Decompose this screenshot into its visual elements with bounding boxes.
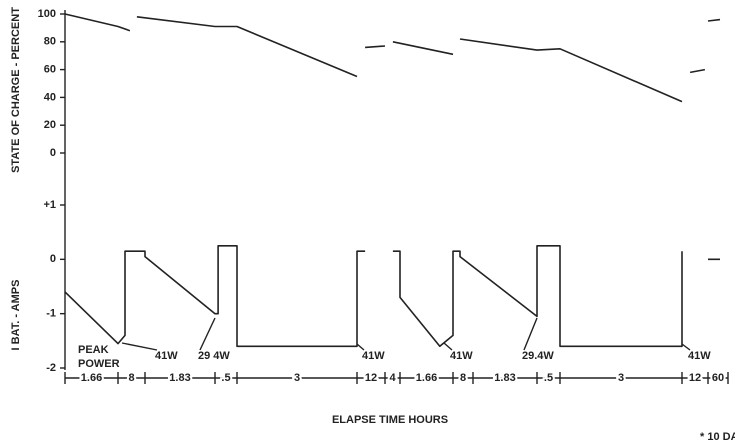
annotation-arrow (443, 342, 453, 351)
y-tick-label: 60 (44, 64, 56, 76)
y-tick-label: 0 (50, 147, 56, 159)
y-tick-label: 80 (44, 36, 56, 48)
y-axis-label: I BAT. - AMPS (10, 280, 22, 351)
x-segment-label: 1.83 (169, 372, 190, 384)
x-segment-label: 8 (460, 372, 466, 384)
line (64, 13, 721, 103)
annotation: 41W (688, 350, 711, 362)
x-segment-label: 12 (365, 372, 377, 384)
y-tick-label: 40 (44, 91, 56, 103)
x-segment-label: 1.66 (416, 372, 437, 384)
x-axis-label: ELAPSE TIME HOURS (332, 414, 448, 426)
x-segment-label: 4 (389, 372, 396, 384)
y-tick-label: 20 (44, 119, 56, 131)
annotation-arrow (523, 317, 538, 351)
annotation-arrow (199, 317, 216, 351)
annotation-arrow (356, 343, 365, 351)
x-segment-label: 3 (294, 372, 300, 384)
y-tick-label: -1 (46, 308, 56, 320)
x-segment-label: 60 (712, 372, 724, 384)
y-tick-label: 0 (50, 253, 56, 265)
y-tick-label: 100 (38, 8, 56, 20)
annotation-arrow (681, 343, 691, 351)
y-tick-label: -2 (46, 362, 56, 374)
x-axis-note: * 10 DAYS (700, 431, 735, 443)
x-segment-label: 12 (689, 372, 701, 384)
annotation: 29 4W (198, 350, 230, 362)
annotation: 41W (362, 350, 385, 362)
x-segment-label: 1.66 (81, 372, 102, 384)
annotation: POWER (78, 358, 120, 370)
x-segment-label: 8 (128, 372, 134, 384)
y-axis-label: STATE OF CHARGE - PERCENT (10, 7, 22, 173)
annotation: 41W (155, 350, 178, 362)
x-segment-label: .5 (544, 372, 553, 384)
x-segment-label: 1.83 (494, 372, 515, 384)
x-segment-label: .5 (221, 372, 230, 384)
x-segment-label: 3 (618, 372, 624, 384)
annotation: 41W (450, 350, 473, 362)
annotation-arrow (121, 342, 158, 351)
line (64, 245, 720, 348)
y-tick-label: +1 (43, 199, 56, 211)
annotation: 29.4W (522, 350, 554, 362)
annotation: PEAK (78, 344, 109, 356)
